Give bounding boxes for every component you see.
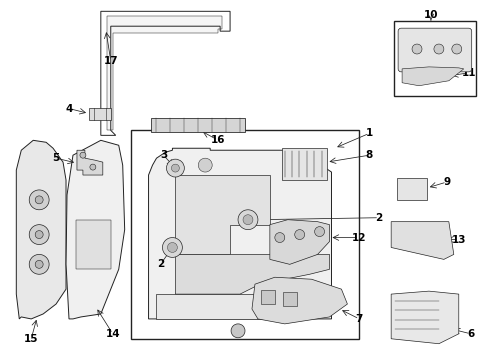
Polygon shape: [77, 150, 102, 175]
Polygon shape: [106, 16, 222, 130]
Circle shape: [29, 190, 49, 210]
FancyBboxPatch shape: [397, 28, 471, 72]
Polygon shape: [66, 140, 124, 319]
Circle shape: [29, 225, 49, 244]
Bar: [261, 290, 274, 304]
Text: 14: 14: [105, 329, 120, 339]
Circle shape: [411, 44, 421, 54]
Text: 3: 3: [160, 150, 167, 160]
Circle shape: [451, 44, 461, 54]
Text: 9: 9: [443, 177, 449, 187]
Circle shape: [166, 159, 184, 177]
Circle shape: [35, 231, 43, 239]
Polygon shape: [390, 291, 458, 344]
Bar: [150, 118, 244, 132]
Circle shape: [433, 44, 443, 54]
Bar: [393, 21, 475, 96]
Circle shape: [167, 243, 177, 252]
Bar: [281, 148, 326, 180]
Polygon shape: [155, 294, 294, 319]
Text: 8: 8: [365, 150, 372, 160]
Circle shape: [90, 164, 96, 170]
Circle shape: [198, 158, 212, 172]
Circle shape: [35, 260, 43, 268]
Text: 15: 15: [24, 334, 39, 344]
Polygon shape: [390, 222, 453, 260]
Circle shape: [238, 210, 257, 230]
Bar: [282, 292, 296, 306]
Circle shape: [80, 152, 86, 158]
Bar: [130, 130, 359, 339]
Text: 10: 10: [423, 10, 437, 20]
Circle shape: [162, 238, 182, 257]
Text: 1: 1: [365, 129, 372, 138]
Text: 13: 13: [450, 234, 465, 244]
Text: 17: 17: [103, 56, 118, 66]
Polygon shape: [175, 255, 329, 294]
Circle shape: [314, 227, 324, 237]
Circle shape: [294, 230, 304, 239]
Circle shape: [231, 324, 244, 338]
Text: 2: 2: [375, 213, 382, 223]
Text: 2: 2: [157, 259, 164, 269]
Polygon shape: [269, 220, 329, 264]
Circle shape: [35, 196, 43, 204]
Polygon shape: [175, 175, 269, 255]
Text: 6: 6: [466, 329, 473, 339]
Polygon shape: [16, 140, 66, 319]
Text: 5: 5: [52, 153, 60, 163]
Polygon shape: [401, 67, 463, 86]
Polygon shape: [148, 148, 331, 319]
Circle shape: [243, 215, 252, 225]
Circle shape: [171, 164, 179, 172]
Text: 4: 4: [65, 104, 73, 113]
Text: 11: 11: [461, 68, 475, 78]
Bar: [89, 108, 111, 121]
Text: 12: 12: [351, 233, 366, 243]
Circle shape: [29, 255, 49, 274]
Circle shape: [274, 233, 284, 243]
Text: 7: 7: [355, 314, 362, 324]
Bar: [396, 178, 426, 200]
Polygon shape: [251, 277, 346, 324]
Bar: [76, 220, 111, 269]
Text: 16: 16: [210, 135, 225, 145]
